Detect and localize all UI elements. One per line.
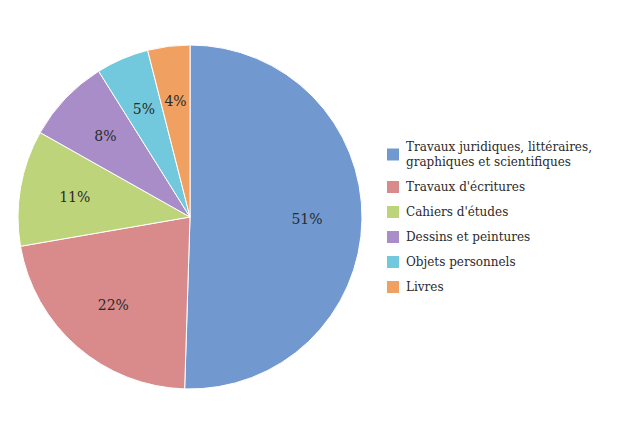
legend-label: Livres (406, 280, 444, 294)
data-label: 4% (164, 93, 186, 109)
legend-label-line: Travaux d'écritures (406, 180, 525, 194)
legend-label-line: Dessins et peintures (406, 230, 530, 244)
data-labels: 51% 22% 11% 8% 5% 4% (59, 93, 322, 313)
data-label: 5% (133, 101, 155, 117)
legend-label: Dessins et peintures (406, 230, 530, 244)
legend-label-line: graphiques et scientifiques (406, 155, 571, 169)
legend: Travaux juridiques, littéraires,graphiqu… (387, 140, 592, 294)
legend-item: Dessins et peintures (387, 230, 530, 244)
pie-slice (148, 45, 190, 217)
data-label: 51% (291, 211, 322, 227)
pie (18, 45, 362, 389)
legend-swatch (387, 149, 399, 161)
legend-item: Livres (387, 280, 444, 294)
legend-label-line: Cahiers d'études (406, 205, 508, 219)
legend-swatch (387, 206, 399, 218)
data-label: 22% (98, 297, 129, 313)
legend-label: Cahiers d'études (406, 205, 508, 219)
chart-svg: 51% 22% 11% 8% 5% 4% Travaux juridiques, litté… (0, 0, 617, 434)
legend-swatch (387, 181, 399, 193)
legend-label: Travaux juridiques, littéraires,graphiqu… (406, 140, 592, 169)
legend-swatch (387, 281, 399, 293)
legend-label-line: Livres (406, 280, 444, 294)
pie-slice (185, 45, 362, 389)
pie-slice (21, 217, 190, 389)
data-label: 8% (94, 128, 116, 144)
legend-item: Objets personnels (387, 255, 516, 269)
legend-swatch (387, 231, 399, 243)
data-label: 11% (59, 189, 90, 205)
chart-container: 51% 22% 11% 8% 5% 4% Travaux juridiques, litté… (0, 0, 617, 434)
legend-label: Objets personnels (406, 255, 516, 269)
legend-item: Travaux juridiques, littéraires,graphiqu… (387, 140, 592, 169)
legend-label-line: Objets personnels (406, 255, 516, 269)
legend-item: Travaux d'écritures (387, 180, 525, 194)
legend-label-line: Travaux juridiques, littéraires, (406, 140, 592, 154)
legend-item: Cahiers d'études (387, 205, 508, 219)
legend-label: Travaux d'écritures (406, 180, 525, 194)
legend-swatch (387, 256, 399, 268)
